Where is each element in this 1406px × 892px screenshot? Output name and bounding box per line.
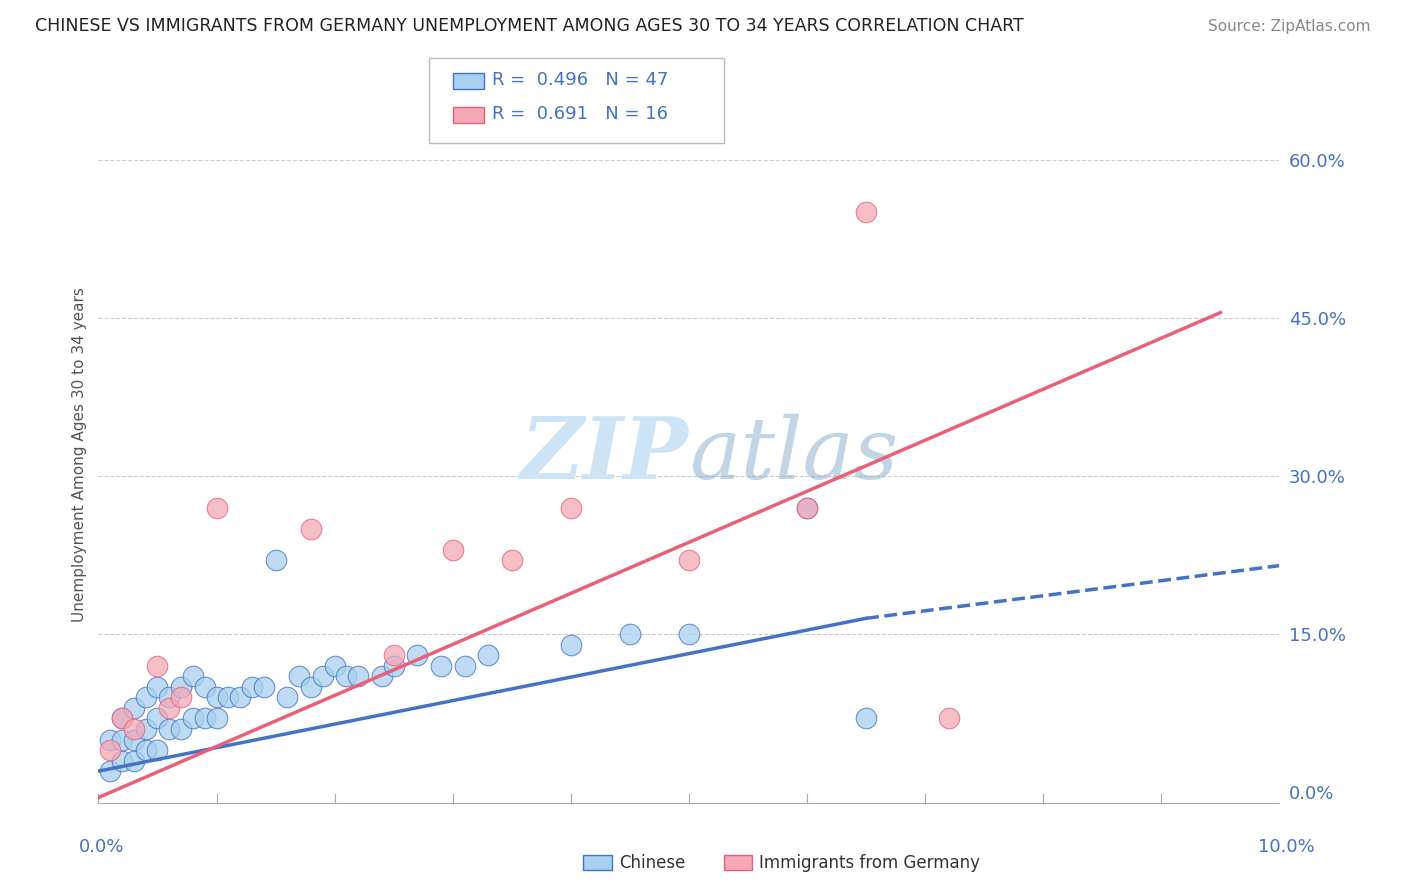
- Point: [205, 690, 228, 705]
- Point: [122, 732, 145, 747]
- Point: [855, 711, 877, 725]
- Point: [157, 701, 180, 715]
- Point: [371, 669, 394, 683]
- Point: [135, 690, 157, 705]
- Point: [157, 690, 180, 705]
- Point: [122, 754, 145, 768]
- Text: 0.0%: 0.0%: [79, 838, 124, 855]
- Point: [181, 711, 204, 725]
- Point: [194, 711, 217, 725]
- Point: [146, 658, 169, 673]
- Point: [98, 732, 121, 747]
- Point: [157, 722, 180, 736]
- Text: atlas: atlas: [689, 414, 898, 496]
- Point: [135, 743, 157, 757]
- Point: [619, 627, 641, 641]
- Point: [181, 669, 204, 683]
- Point: [111, 711, 134, 725]
- Text: R =  0.496   N = 47: R = 0.496 N = 47: [492, 71, 668, 89]
- Point: [678, 553, 700, 567]
- Point: [111, 711, 134, 725]
- Point: [253, 680, 276, 694]
- Point: [194, 680, 217, 694]
- Point: [170, 680, 193, 694]
- Point: [111, 732, 134, 747]
- Point: [122, 701, 145, 715]
- Text: CHINESE VS IMMIGRANTS FROM GERMANY UNEMPLOYMENT AMONG AGES 30 TO 34 YEARS CORREL: CHINESE VS IMMIGRANTS FROM GERMANY UNEMP…: [35, 17, 1024, 35]
- Point: [98, 743, 121, 757]
- Point: [335, 669, 357, 683]
- Text: 10.0%: 10.0%: [1258, 838, 1315, 855]
- Point: [855, 205, 877, 219]
- Point: [276, 690, 298, 705]
- Point: [146, 743, 169, 757]
- Point: [501, 553, 523, 567]
- Point: [111, 754, 134, 768]
- Point: [441, 542, 464, 557]
- Point: [264, 553, 287, 567]
- Point: [382, 658, 405, 673]
- Text: R =  0.691   N = 16: R = 0.691 N = 16: [492, 105, 668, 123]
- Point: [288, 669, 311, 683]
- Point: [312, 669, 335, 683]
- Point: [796, 500, 818, 515]
- Point: [205, 711, 228, 725]
- Text: Immigrants from Germany: Immigrants from Germany: [759, 854, 980, 871]
- Point: [240, 680, 263, 694]
- Point: [430, 658, 453, 673]
- Point: [382, 648, 405, 663]
- Point: [477, 648, 499, 663]
- Point: [122, 722, 145, 736]
- Point: [170, 722, 193, 736]
- Point: [170, 690, 193, 705]
- Point: [146, 711, 169, 725]
- Point: [205, 500, 228, 515]
- Point: [98, 764, 121, 779]
- Point: [347, 669, 370, 683]
- Point: [135, 722, 157, 736]
- Point: [938, 711, 960, 725]
- Point: [299, 522, 322, 536]
- Text: Chinese: Chinese: [619, 854, 685, 871]
- Point: [217, 690, 239, 705]
- Point: [678, 627, 700, 641]
- Point: [146, 680, 169, 694]
- Point: [229, 690, 252, 705]
- Point: [453, 658, 475, 673]
- Point: [406, 648, 429, 663]
- Point: [560, 638, 582, 652]
- Y-axis label: Unemployment Among Ages 30 to 34 years: Unemployment Among Ages 30 to 34 years: [72, 287, 87, 623]
- Point: [299, 680, 322, 694]
- Point: [796, 500, 818, 515]
- Point: [323, 658, 346, 673]
- Text: ZIP: ZIP: [522, 413, 689, 497]
- Point: [560, 500, 582, 515]
- Text: Source: ZipAtlas.com: Source: ZipAtlas.com: [1208, 20, 1371, 34]
